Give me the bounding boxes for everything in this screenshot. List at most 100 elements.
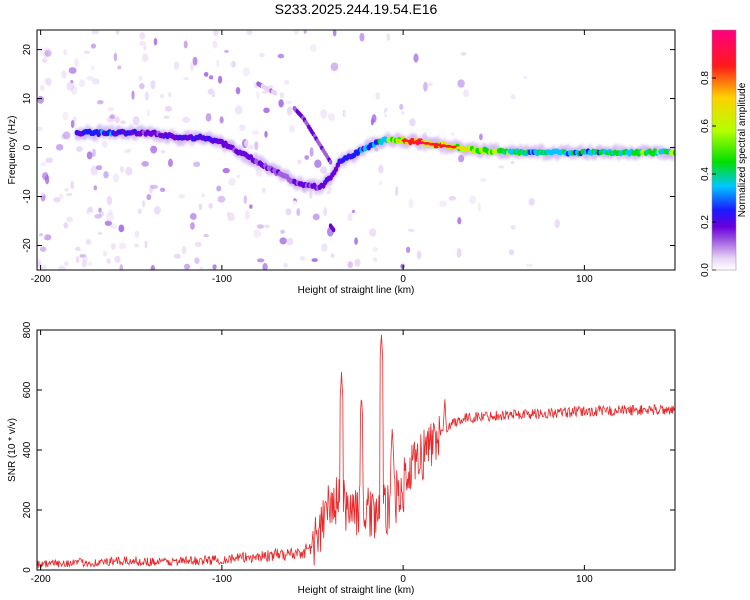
heatmap-noise-cell [251,130,260,135]
heatmap-noise-cell [48,124,53,132]
heatmap-noise-cell [216,185,222,192]
heatmap-noise-cell [90,43,97,49]
heatmap-noise-cell [137,208,142,215]
heatmap-noise-cell [44,49,52,57]
heatmap-noise-cell [235,171,243,182]
heatmap-ridge-peak [396,138,403,142]
snr-y-tick-label: 600 [22,381,33,398]
heatmap-ridge-peak [406,139,414,143]
heatmap-noise-cell [58,265,66,270]
heatmap-ridge-peak [412,140,420,144]
colorbar-label: Normalized spectral amplitude [737,82,748,217]
heatmap-noise-cell [263,75,268,82]
heatmap-noise-cell [144,240,148,249]
heatmap-noise-cell [216,97,224,107]
heatmap-noise-cell [70,144,76,152]
heatmap-noise-cell [83,50,91,54]
heatmap-noise-cell [58,193,64,200]
heatmap-noise-cell [65,193,73,197]
heatmap-noise-cell [208,75,214,80]
heatmap-noise-cell [173,61,180,70]
heatmap-y-axis-label: Frequency (Hz) [7,116,18,185]
heatmap-noise-cell [37,126,43,131]
heatmap-noise-cell [439,200,448,208]
heatmap-noise-cell [239,124,246,131]
heatmap-noise-cell [173,253,181,259]
colorbar-frame [711,29,737,271]
heatmap-noise-cell [183,263,191,270]
heatmap-noise-cell [168,91,172,98]
heatmap-ridge-peak [423,141,431,145]
heatmap-noise-cell [262,187,266,194]
heatmap-noise-cell [399,158,404,166]
heatmap-noise-cell [428,200,434,205]
heatmap-noise-cell [310,104,316,113]
heatmap-noise-cell [103,171,109,179]
heatmap-noise-cell [245,210,250,220]
heatmap-ridge-peak [428,142,436,146]
heatmap-noise-cell [395,186,399,197]
heatmap-noise-cell [63,222,69,229]
heatmap-noise-cell [256,224,264,229]
heatmap-noise-cell [180,98,187,103]
heatmap-noise-cell [399,103,404,111]
heatmap-noise-cell [427,82,433,87]
heatmap-noise-cell [343,109,348,117]
heatmap-noise-cell [109,114,116,119]
heatmap-noise-cell [389,259,397,264]
heatmap-noise-cell [68,67,77,74]
heatmap-noise-cell [219,116,224,124]
heatmap-noise-cell [92,54,98,63]
heatmap-noise-cell [293,30,299,35]
snr-y-tick-label: 400 [22,441,33,458]
heatmap-noise-cell [70,119,75,129]
heatmap-noise-cell [45,157,54,164]
heatmap-noise-cell [242,67,250,77]
heatmap-noise-cell [43,47,52,52]
heatmap-noise-cell [416,250,422,260]
heatmap-noise-cell [208,202,213,209]
heatmap-noise-cell [203,234,209,238]
heatmap-noise-cell [213,30,219,37]
snr-x-tick-label: 0 [400,574,406,585]
heatmap-noise-cell [217,75,223,84]
heatmap-noise-cell [153,205,161,215]
heatmap-noise-cell [37,258,42,265]
snr-y-tick-label: 200 [22,501,33,518]
heatmap-noise-cell [39,233,46,239]
heatmap-noise-cell [370,118,374,126]
snr-y-axis-label: SNR (10 * v/v) [7,418,18,482]
heatmap-noise-cell [71,85,78,95]
heatmap-noise-cell [45,32,52,42]
heatmap-noise-cell [132,116,140,126]
heatmap-noise-cell [554,219,561,229]
heatmap-noise-cell [181,237,189,244]
heatmap-noise-cell [207,88,215,95]
heatmap-noise-cell [72,220,78,230]
heatmap-noise-cell [510,94,516,100]
heatmap-noise-cell [510,161,515,165]
heatmap-noise-cell [250,49,257,57]
heatmap-noise-cell [359,32,365,42]
heatmap-noise-cell [264,130,268,138]
heatmap-noise-cell [183,77,189,81]
heatmap-noise-cell [37,188,46,197]
heatmap-noise-cell [296,208,301,217]
heatmap-noise-cell [243,195,247,205]
heatmap-noise-cell [389,46,398,54]
heatmap-noise-cell [321,243,328,252]
heatmap-noise-cell [139,32,146,40]
heatmap-noise-cell [508,249,515,256]
heatmap-noise-cell [43,77,49,85]
heatmap-noise-cell [85,239,92,245]
heatmap-noise-cell [368,162,375,167]
heatmap-noise-cell [37,95,45,104]
heatmap-noise-cell [46,77,52,86]
heatmap-noise-cell [199,266,204,270]
heatmap-noise-cell [40,162,47,167]
heatmap-noise-cell [189,212,197,220]
heatmap-noise-cell [309,147,314,157]
heatmap-noise-cell [181,245,187,255]
